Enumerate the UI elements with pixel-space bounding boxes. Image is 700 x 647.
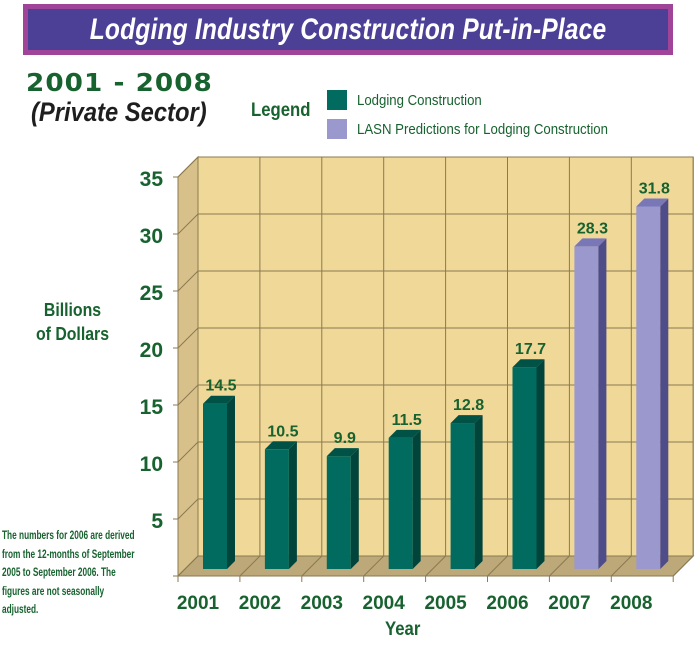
legend-title: Legend [251, 100, 311, 121]
x-tick-label: 2004 [363, 593, 406, 614]
floor-line [301, 555, 323, 577]
bar-front-2003 [326, 456, 351, 569]
bar-top-2002 [264, 441, 297, 450]
gridline-side [177, 327, 199, 349]
gridline-side [177, 441, 199, 463]
data-label-2001: 14.5 [205, 378, 236, 395]
legend-swatch-lodging [327, 90, 347, 110]
y-tick-label: 20 [140, 339, 163, 362]
gridline-side [177, 384, 199, 406]
bar-top-2008 [636, 198, 669, 207]
floor-line [487, 555, 508, 577]
x-tick-label: 2002 [239, 593, 281, 614]
bar-front-2002 [264, 449, 289, 569]
gridline-side [177, 270, 199, 292]
y-axis-label: Billions of Dollars [35, 300, 110, 344]
y-tick-label: 25 [140, 282, 164, 305]
legend-item-predictions: LASN Predictions for Lodging Constructio… [327, 119, 642, 139]
legend-label-predictions: LASN Predictions for Lodging Constructio… [357, 120, 608, 138]
x-tick-label: 2006 [486, 593, 528, 614]
bar-front-2006 [512, 367, 537, 569]
data-label-2002: 10.5 [267, 423, 298, 440]
gridline-side [177, 213, 199, 235]
data-label-2007: 28.3 [577, 220, 608, 237]
data-label-2006: 17.7 [515, 341, 546, 358]
x-tick-label: 2008 [610, 593, 652, 614]
chart-side-wall [177, 155, 199, 578]
x-tick-label: 2003 [301, 593, 343, 614]
bar-front-2007 [574, 246, 599, 569]
y-tick-label: 10 [140, 453, 163, 476]
y-tick-label: 5 [151, 510, 163, 533]
data-label-2008: 31.8 [639, 180, 670, 197]
floor-line [549, 555, 570, 577]
bar-side-2005 [474, 415, 483, 569]
gridline-side [177, 498, 199, 520]
data-label-2005: 12.8 [453, 397, 484, 414]
legend-swatch-predictions [327, 119, 347, 139]
title-banner-inner: Lodging Industry Construction Put-in-Pla… [28, 9, 668, 50]
bar-side-2006 [536, 359, 545, 569]
title-banner: Lodging Industry Construction Put-in-Pla… [23, 4, 673, 55]
bar-side-2002 [288, 441, 297, 569]
gridline-side [177, 156, 199, 178]
data-label-2004: 11.5 [392, 412, 422, 429]
bar-side-2004 [412, 429, 421, 569]
x-tick-label: 2007 [548, 593, 590, 614]
bar-front-2005 [450, 423, 475, 569]
y-tick-label: 35 [140, 168, 164, 191]
x-tick-label: 2001 [177, 593, 220, 614]
sector-label: (Private Sector) [31, 97, 207, 127]
floor-line [610, 555, 632, 577]
bar-top-2004 [388, 429, 421, 438]
y-tick-label: 30 [140, 225, 163, 248]
bar-side-2001 [227, 395, 235, 569]
bar-front-2004 [388, 437, 413, 569]
bar-top-2005 [450, 415, 483, 424]
floor-line [363, 555, 385, 577]
floor-line [239, 555, 261, 577]
floor-line [425, 555, 446, 577]
footnote: The numbers for 2006 are derived from th… [2, 530, 135, 616]
year-range: 2001 - 2008 [26, 68, 213, 97]
bar-front-2008 [636, 206, 661, 570]
bar-side-2007 [598, 238, 607, 569]
y-tick-label: 15 [140, 396, 164, 419]
floor-line [672, 555, 694, 577]
x-axis-label: Year [385, 619, 421, 640]
legend-item-lodging: Lodging Construction [327, 90, 499, 110]
data-label-2003: 9.9 [334, 430, 356, 447]
bar-side-2003 [350, 448, 359, 569]
legend-label-lodging: Lodging Construction [357, 91, 482, 109]
floor-line [177, 555, 199, 577]
chart-title: Lodging Industry Construction Put-in-Pla… [89, 12, 607, 46]
bar-top-2007 [574, 238, 607, 247]
x-tick-label: 2005 [424, 593, 467, 614]
bar-top-2001 [203, 395, 235, 404]
bar-top-2003 [326, 448, 359, 457]
bar-side-2008 [660, 198, 669, 570]
bar-front-2001 [203, 403, 227, 569]
bar-top-2006 [512, 359, 545, 368]
